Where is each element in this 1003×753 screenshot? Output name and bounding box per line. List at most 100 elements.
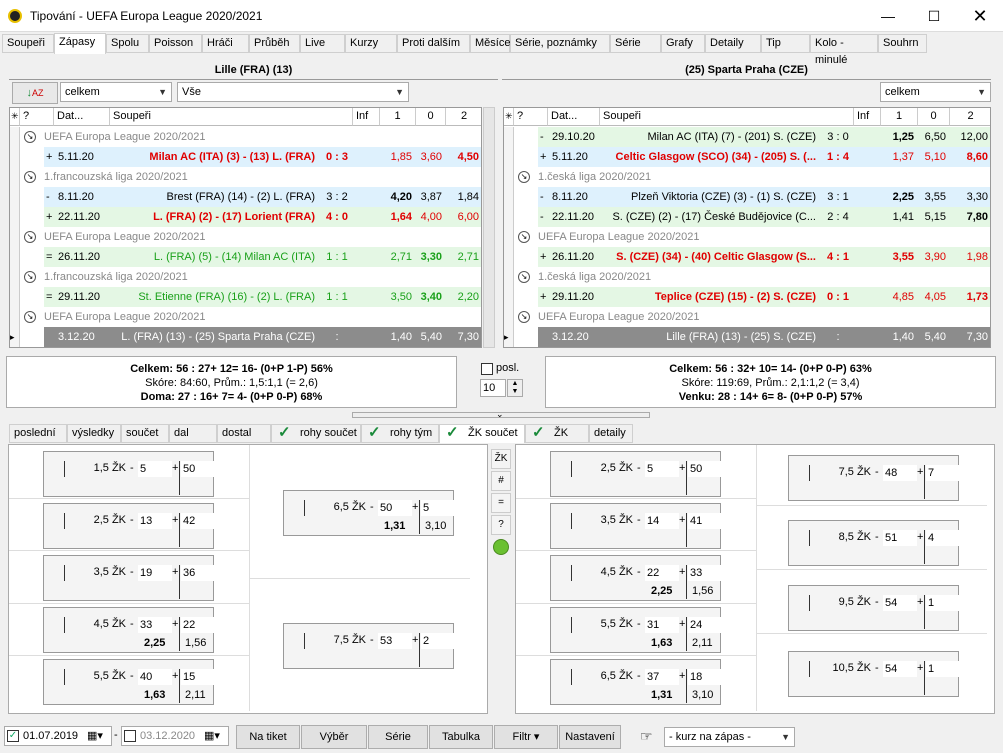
maximize-button[interactable]: ☐ bbox=[927, 8, 941, 24]
match-row[interactable]: = 26.11.20 L. (FRA) (5) - (14) Milan AC (I… bbox=[10, 247, 481, 267]
group-row[interactable]: ↘ UEFA Europa League 2020/2021 bbox=[504, 307, 990, 327]
detail-tab-5[interactable]: ✓ rohy součet bbox=[271, 424, 361, 443]
tab-0[interactable]: Soupeři bbox=[2, 34, 54, 53]
threshold-card[interactable]: 4,5 ŽK -22 +33 2,25 1,56 bbox=[550, 555, 722, 601]
match-row[interactable]: ▸ 3.12.20 L. (FRA) (13) - (25) Sparta Prah… bbox=[10, 327, 481, 347]
tab-1[interactable]: Zápasy bbox=[54, 33, 106, 54]
tab-13[interactable]: Detaily bbox=[705, 34, 761, 53]
mid-button-2[interactable]: = bbox=[491, 493, 511, 513]
minimize-button[interactable]: — bbox=[881, 8, 895, 24]
col-inf[interactable]: Inf bbox=[854, 108, 881, 126]
bottom-button-3[interactable]: Tabulka bbox=[429, 725, 493, 749]
detail-tab-9[interactable]: detaily bbox=[589, 424, 633, 443]
match-row[interactable]: +5.11.20 Celtic Glasgow (SCO) (34) - (205… bbox=[504, 147, 990, 167]
match-row[interactable]: -8.11.20 Brest (FRA) (14) - (2) L. (FRA) 3… bbox=[10, 187, 481, 207]
group-row[interactable]: ↘ UEFA Europa League 2020/2021 bbox=[10, 307, 481, 327]
threshold-card[interactable]: 5,5 ŽK -31 +24 1,63 2,11 bbox=[550, 607, 722, 653]
threshold-card[interactable]: 7,5 ŽK -53 +2 bbox=[283, 623, 455, 669]
bottom-button-0[interactable]: Na tiket bbox=[236, 725, 300, 749]
col-away-odds[interactable]: 2 bbox=[950, 108, 990, 126]
threshold-card[interactable]: 10,5 ŽK -54 +1 bbox=[788, 651, 960, 697]
status-dot-icon[interactable] bbox=[493, 539, 509, 555]
group-row[interactable]: ↘ 1.francouzská liga 2020/2021 bbox=[10, 267, 481, 287]
threshold-card[interactable]: 5,5 ŽK -40 +15 1,63 2,11 bbox=[43, 659, 215, 705]
threshold-card[interactable]: 1,5 ŽK -5 +50 bbox=[43, 451, 215, 497]
col-teams[interactable]: Soupeři bbox=[110, 108, 353, 126]
tab-11[interactable]: Série bbox=[610, 34, 661, 53]
threshold-card[interactable]: 3,5 ŽK -14 +41 bbox=[550, 503, 722, 549]
group-row[interactable]: ↘ UEFA Europa League 2020/2021 bbox=[504, 227, 990, 247]
threshold-card[interactable]: 4,5 ŽK -33 +22 2,25 1,56 bbox=[43, 607, 215, 653]
group-row[interactable]: ↘ UEFA Europa League 2020/2021 bbox=[10, 127, 481, 147]
detail-tab-8[interactable]: ✓ŽK tým bbox=[525, 424, 589, 456]
match-row[interactable]: -29.10.20 Milan AC (ITA) (7) - (201) S. (… bbox=[504, 127, 990, 147]
threshold-card[interactable]: 9,5 ŽK -54 +1 bbox=[788, 585, 960, 631]
posl-spinner[interactable]: ▲ ▼ bbox=[507, 379, 523, 397]
kurz-combo[interactable]: - kurz na zápas - ▼ bbox=[664, 727, 795, 747]
match-row[interactable]: +22.11.20 L. (FRA) (2) - (17) Lorient (FR… bbox=[10, 207, 481, 227]
tab-4[interactable]: Hráči bbox=[202, 34, 249, 53]
detail-tab-3[interactable]: dal bbox=[169, 424, 217, 443]
tab-16[interactable]: Souhrn bbox=[878, 34, 927, 53]
threshold-card[interactable]: 6,5 ŽK -50 +5 1,31 3,10 bbox=[283, 490, 455, 536]
col-home-odds[interactable]: 1 bbox=[380, 108, 416, 126]
collapse-icon[interactable]: ↘ bbox=[518, 171, 530, 183]
col-teams[interactable]: Soupeři bbox=[600, 108, 854, 126]
threshold-card[interactable]: 6,5 ŽK -37 +18 1,31 3,10 bbox=[550, 659, 722, 705]
group-row[interactable]: ↘ 1.česká liga 2020/2021 bbox=[504, 267, 990, 287]
collapse-icon[interactable]: ↘ bbox=[24, 311, 36, 323]
match-row[interactable]: -8.11.20 Plzeň Viktoria (CZE) (3) - (1) S… bbox=[504, 187, 990, 207]
close-button[interactable]: ✕ bbox=[972, 6, 988, 26]
detail-tab-1[interactable]: výsledky bbox=[67, 424, 121, 443]
match-row[interactable]: +5.11.20 Milan AC (ITA) (3) - (13) L. (FR… bbox=[10, 147, 481, 167]
detail-tab-2[interactable]: součet bbox=[121, 424, 169, 443]
collapse-icon[interactable]: ↘ bbox=[518, 311, 530, 323]
bottom-button-2[interactable]: Série bbox=[368, 725, 428, 749]
detail-tab-6[interactable]: ✓ rohy tým bbox=[361, 424, 439, 443]
tab-14[interactable]: Tip bbox=[761, 34, 810, 53]
mid-button-1[interactable]: # bbox=[491, 471, 511, 491]
threshold-card[interactable]: 8,5 ŽK -51 +4 bbox=[788, 520, 960, 566]
mid-button-0[interactable]: ŽK bbox=[491, 449, 511, 469]
col-date[interactable]: Dat... bbox=[548, 108, 600, 126]
detail-tab-0[interactable]: poslední bbox=[9, 424, 67, 443]
posl-checkbox[interactable] bbox=[481, 363, 493, 375]
match-row[interactable]: = 29.11.20 St. Etienne (FRA) (16) - (2) L.… bbox=[10, 287, 481, 307]
collapse-icon[interactable]: ↘ bbox=[24, 131, 36, 143]
sort-button[interactable]: ↓AZ bbox=[12, 82, 58, 104]
tab-6[interactable]: Live bbox=[300, 34, 345, 53]
mid-button-3[interactable]: ? bbox=[491, 515, 511, 535]
col-draw-odds[interactable]: 0 bbox=[416, 108, 446, 126]
col-date[interactable]: Dat... bbox=[54, 108, 110, 126]
threshold-card[interactable]: 2,5 ŽK -13 +42 bbox=[43, 503, 215, 549]
col-draw-odds[interactable]: 0 bbox=[918, 108, 950, 126]
match-row[interactable]: -22.11.20 S. (CZE) (2) - (17) České Buděj… bbox=[504, 207, 990, 227]
tab-2[interactable]: Spolu bbox=[106, 34, 149, 53]
tab-3[interactable]: Poisson bbox=[149, 34, 202, 53]
date-to-picker[interactable]: 03.12.2020 ▦▾ bbox=[121, 726, 229, 746]
tab-9[interactable]: Měsíce bbox=[470, 34, 510, 53]
tab-5[interactable]: Průběh bbox=[249, 34, 300, 53]
right-filter-combo[interactable]: celkem ▼ bbox=[880, 82, 991, 102]
left-competition-combo[interactable]: Vše ▼ bbox=[177, 82, 409, 102]
collapse-icon[interactable]: ↘ bbox=[24, 231, 36, 243]
group-row[interactable]: ↘ 1.francouzská liga 2020/2021 bbox=[10, 167, 481, 187]
left-grid-scrollbar[interactable] bbox=[483, 107, 495, 348]
bottom-button-5[interactable]: Nastavení bbox=[559, 725, 621, 749]
threshold-card[interactable]: 2,5 ŽK -5 +50 bbox=[550, 451, 722, 497]
match-row[interactable]: +26.11.20 S. (CZE) (34) - (40) Celtic Gla… bbox=[504, 247, 990, 267]
bottom-button-1[interactable]: Výběr bbox=[301, 725, 367, 749]
tab-8[interactable]: Proti dalším bbox=[397, 34, 470, 53]
detail-tab-7[interactable]: ✓ ŽK součet bbox=[439, 424, 525, 443]
group-row[interactable]: ↘ UEFA Europa League 2020/2021 bbox=[10, 227, 481, 247]
threshold-card[interactable]: 3,5 ŽK -19 +36 bbox=[43, 555, 215, 601]
tab-10[interactable]: Série, poznámky bbox=[510, 34, 610, 53]
tab-7[interactable]: Kurzy bbox=[345, 34, 397, 53]
splitter-handle[interactable] bbox=[352, 412, 650, 418]
match-row[interactable]: ▸ 3.12.20 Lille (FRA) (13) - (25) S. (CZE)… bbox=[504, 327, 990, 347]
date-to-checkbox[interactable] bbox=[124, 730, 136, 742]
tab-12[interactable]: Grafy bbox=[661, 34, 705, 53]
collapse-icon[interactable]: ↘ bbox=[518, 271, 530, 283]
tab-15[interactable]: Kolo - minulé bbox=[810, 34, 878, 66]
threshold-card[interactable]: 7,5 ŽK -48 +7 bbox=[788, 455, 960, 501]
